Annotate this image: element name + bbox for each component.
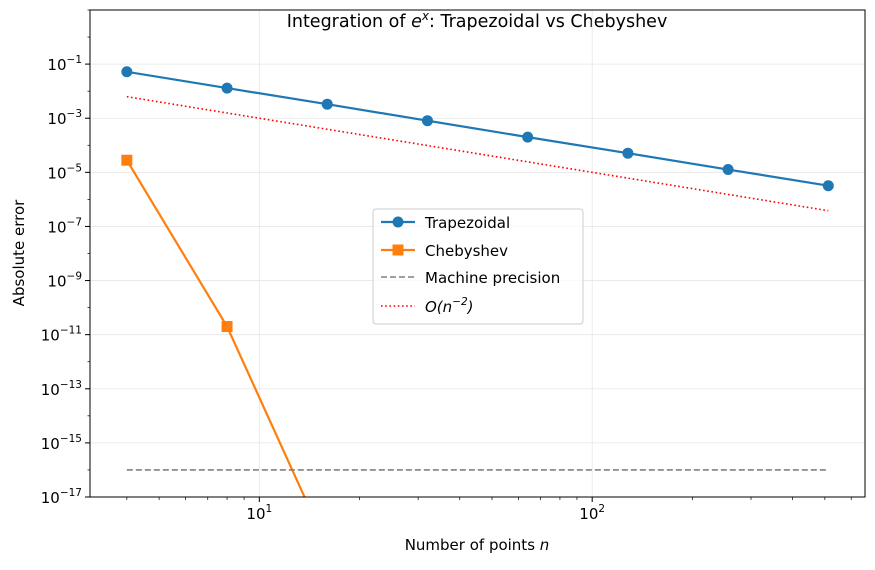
x-tick-label: 101 xyxy=(246,503,272,523)
series-layer xyxy=(121,66,834,497)
series-line-trapezoidal xyxy=(126,70,829,187)
data-point-trapezoidal xyxy=(822,180,834,192)
legend: Trapezoidal Chebyshev Machine precision … xyxy=(372,208,584,325)
data-point-chebyshev xyxy=(221,321,233,333)
x-axis-label: Number of points n xyxy=(405,536,550,554)
data-point-trapezoidal xyxy=(421,115,433,127)
y-tick-label: 10−11 xyxy=(41,325,82,345)
y-axis-label: Absolute error xyxy=(10,199,28,306)
series-clip-group xyxy=(121,66,834,497)
ticks: 101 102 10−1 10−3 10−5 10−7 10−9 10−11 10−13 10−1… xyxy=(41,9,852,523)
legend-box xyxy=(372,208,584,325)
y-tick-label: 10−17 xyxy=(41,487,82,507)
series-line-o-n-2 xyxy=(126,95,829,212)
y-tick-label: 10−1 xyxy=(47,54,82,74)
y-tick-label: 10−3 xyxy=(47,108,82,128)
legend-machine-precision-label: Machine precision xyxy=(425,269,560,287)
legend-trapezoidal-marker xyxy=(392,216,404,228)
chart-title: Integration of ex: Trapezoidal vs Chebys… xyxy=(287,9,668,32)
data-point-trapezoidal xyxy=(321,98,333,110)
legend-order-label: O(n−2) xyxy=(425,296,474,316)
data-point-chebyshev xyxy=(121,154,133,166)
data-point-trapezoidal xyxy=(622,147,634,159)
legend-chebyshev-label: Chebyshev xyxy=(425,242,508,260)
data-point-trapezoidal xyxy=(221,82,233,94)
y-tick-label: 10−5 xyxy=(47,162,82,182)
data-point-trapezoidal xyxy=(121,66,133,78)
data-point-trapezoidal xyxy=(722,164,734,176)
x-tick-label: 102 xyxy=(579,503,605,523)
y-tick-label: 10−7 xyxy=(47,216,82,236)
series-line-chebyshev xyxy=(125,159,306,497)
y-tick-label: 10−15 xyxy=(41,433,82,453)
y-tick-label: 10−13 xyxy=(41,379,82,399)
legend-trapezoidal-label: Trapezoidal xyxy=(424,214,510,232)
legend-chebyshev-marker xyxy=(392,244,404,256)
data-point-trapezoidal xyxy=(522,131,534,143)
y-tick-label: 10−9 xyxy=(47,271,82,291)
